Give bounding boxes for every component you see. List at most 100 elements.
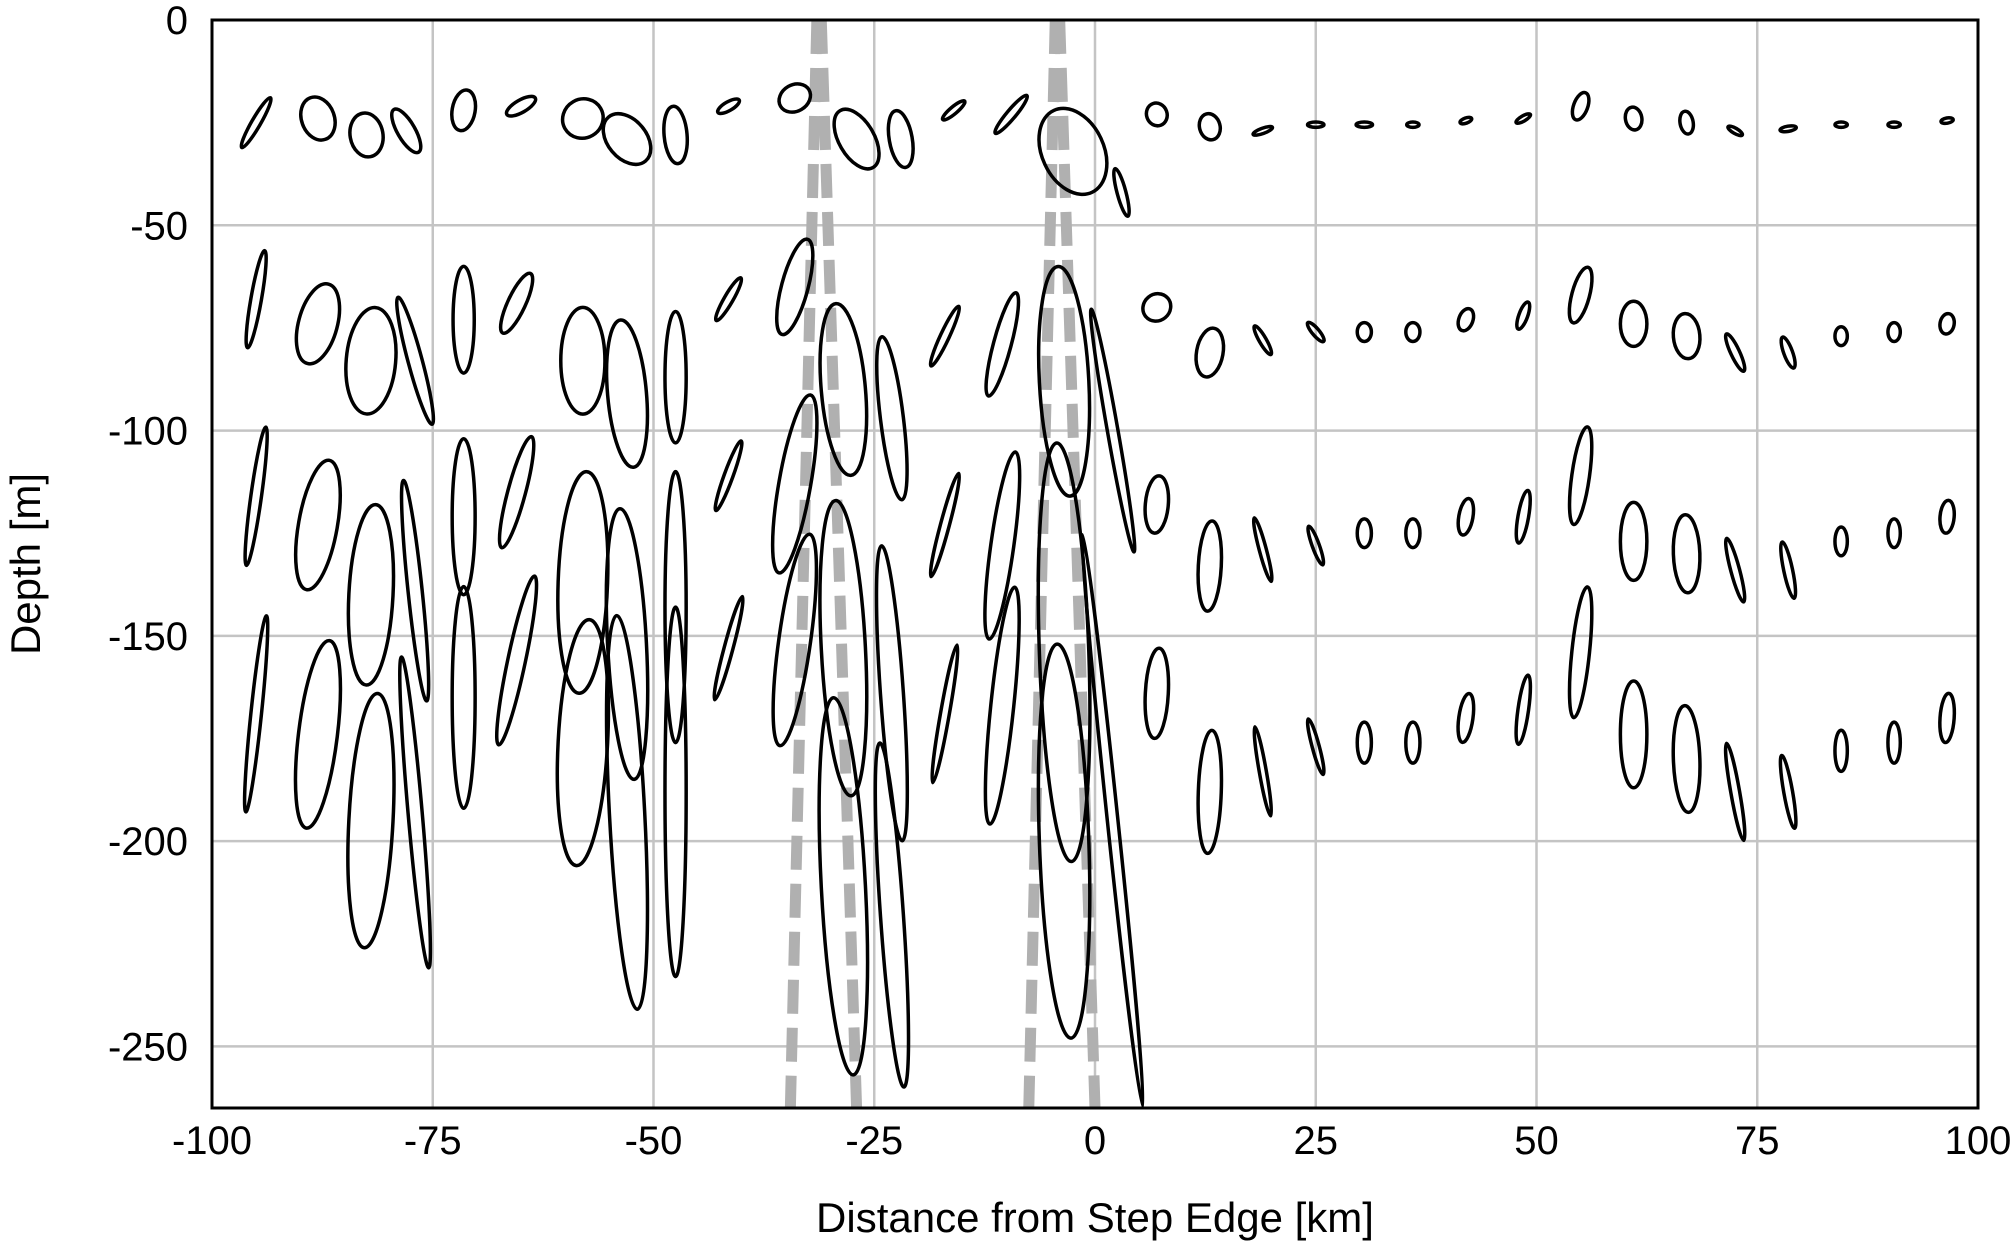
ellipse-mark xyxy=(770,393,819,575)
ellipse-mark xyxy=(1833,728,1850,774)
ellipse-mark xyxy=(1355,720,1374,765)
ellipse-mark xyxy=(1143,646,1171,741)
x-axis-label: Distance from Step Edge [km] xyxy=(816,1194,1374,1241)
ellipse-mark xyxy=(777,82,813,114)
dashed-reference-line xyxy=(815,19,863,1109)
ellipse-mark xyxy=(1080,533,1145,1109)
ellipse-mark xyxy=(817,695,870,1077)
ellipse-mark xyxy=(1305,717,1326,777)
ellipse-mark xyxy=(832,107,881,171)
ellipse-mark xyxy=(601,112,653,167)
ellipse-mark xyxy=(1567,425,1594,527)
ellipse-mark xyxy=(293,638,343,830)
ellipse-mark xyxy=(1886,320,1903,344)
ellipse-mark xyxy=(1037,106,1109,197)
ellipse-mark xyxy=(1144,101,1169,128)
ellipse-mark xyxy=(1305,320,1326,344)
ellipse-mark xyxy=(1252,725,1274,818)
ellipse-mark xyxy=(346,502,396,687)
y-tick-label: 0 xyxy=(166,0,188,43)
ellipse-mark xyxy=(993,93,1030,136)
ellipse-mark xyxy=(1088,307,1137,554)
ellipse-mark xyxy=(1618,299,1649,349)
ellipse-mark xyxy=(244,248,268,350)
y-tick-label: -100 xyxy=(108,410,188,454)
ellipse-mark xyxy=(663,605,688,979)
ellipse-mark xyxy=(1252,324,1274,357)
ellipse-mark xyxy=(1833,525,1850,558)
x-tick-label: 0 xyxy=(1084,1119,1106,1163)
dashed-reference-line xyxy=(784,19,823,1109)
ellipse-mark xyxy=(713,439,744,513)
ellipse-mark xyxy=(1778,124,1799,134)
ellipse-mark xyxy=(1306,524,1326,567)
ellipse-mark xyxy=(1567,265,1594,325)
ellipse-mark xyxy=(930,643,960,785)
ellipse-mark xyxy=(1726,124,1745,138)
ellipse-mark xyxy=(984,290,1021,398)
ellipse-mark xyxy=(771,532,819,748)
reference-lines xyxy=(784,19,1101,1109)
ellipse-mark xyxy=(560,97,605,140)
ellipse-mark xyxy=(1404,720,1422,765)
ellipse-mark xyxy=(1623,105,1644,132)
ellipse-mark xyxy=(1354,120,1375,130)
ellipse-mark xyxy=(1251,516,1274,584)
ellipse-mark xyxy=(1514,112,1533,125)
y-tick-label: -250 xyxy=(108,1025,188,1069)
ellipse-mark xyxy=(713,275,744,323)
ellipse-mark xyxy=(1886,120,1903,130)
ellipse-mark xyxy=(390,107,423,155)
y-tick-label: -150 xyxy=(108,615,188,659)
dashed-reference-line xyxy=(1054,19,1101,1109)
ellipse-mark xyxy=(1886,720,1903,765)
ellipse-mark xyxy=(450,88,478,133)
ellipse-mark xyxy=(886,108,915,170)
ellipse-mark xyxy=(1779,335,1797,370)
y-tick-label: -200 xyxy=(108,820,188,864)
ellipse-mark xyxy=(348,111,385,159)
ellipse-mark xyxy=(504,94,538,118)
y-tick-label: -50 xyxy=(130,204,188,248)
ellipse-mark xyxy=(1671,513,1702,595)
ellipse-mark xyxy=(940,98,967,122)
ellipse-mark xyxy=(928,471,962,579)
x-tick-label: -75 xyxy=(404,1119,462,1163)
ellipse-mark xyxy=(299,95,337,142)
ellipse-mark xyxy=(1305,120,1326,130)
ellipse-mark xyxy=(712,594,745,702)
ellipse-mark xyxy=(1456,496,1476,537)
ellipse-mark xyxy=(1515,300,1532,331)
ellipse-mark xyxy=(1723,536,1747,604)
ellipse-mark xyxy=(1112,166,1131,219)
ellipse-mark xyxy=(1458,115,1474,126)
x-tick-label: -25 xyxy=(845,1119,903,1163)
ellipse-mark xyxy=(494,574,539,747)
ellipse-mark xyxy=(559,305,607,416)
ellipse-mark xyxy=(774,237,815,337)
ellipse-mark xyxy=(604,613,650,1011)
ellipse-mark xyxy=(1404,320,1422,344)
x-tick-label: 25 xyxy=(1294,1119,1339,1163)
ellipse-mark xyxy=(451,264,477,375)
ellipse-mark xyxy=(1196,519,1224,613)
ellipse-mark xyxy=(1143,474,1171,535)
ellipse-mark xyxy=(1618,500,1649,583)
ellipse-mark xyxy=(1833,120,1850,130)
y-axis-label: Depth [m] xyxy=(2,473,49,655)
ellipse-mark xyxy=(663,309,688,445)
x-tick-label: -100 xyxy=(172,1119,252,1163)
ellipse-mark xyxy=(1196,728,1224,856)
ellipse-mark xyxy=(1404,517,1422,550)
x-tick-label: 50 xyxy=(1514,1119,1559,1163)
ellipse-mark xyxy=(1197,111,1223,142)
ellipse-mark xyxy=(399,478,431,703)
ellipse-mark xyxy=(346,691,396,950)
ellipse-mark xyxy=(1141,291,1173,323)
ellipse-mark xyxy=(874,334,909,502)
ellipse-mark xyxy=(873,741,911,1089)
ellipse-mark xyxy=(1938,498,1957,535)
ellipse-mark xyxy=(1939,116,1955,126)
ellipse-mark xyxy=(1938,311,1957,336)
